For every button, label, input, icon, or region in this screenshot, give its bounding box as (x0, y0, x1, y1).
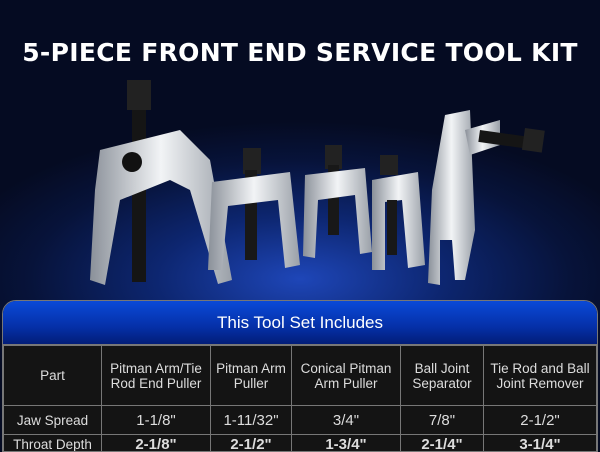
ball-joint-separator (372, 155, 425, 270)
table-row: Throat Depth 2-1/8" 2-1/2" 1-3/4" 2-1/4"… (4, 435, 597, 452)
column-header: Tie Rod and Ball Joint Remover (484, 346, 597, 406)
product-title: 5-PIECE FRONT END SERVICE TOOL KIT (0, 38, 600, 67)
table-cell: 2-1/2" (484, 406, 597, 435)
table-cell: 1-3/4" (292, 435, 401, 452)
tool-kit-image (0, 70, 600, 300)
header-part: Part (4, 346, 102, 406)
table-cell: 3/4" (292, 406, 401, 435)
table-cell: 1-1/8" (102, 406, 211, 435)
table-heading: This Tool Set Includes (3, 301, 597, 345)
table-cell: 2-1/4" (401, 435, 484, 452)
table-cell: 1-11/32" (211, 406, 292, 435)
row-label: Jaw Spread (4, 406, 102, 435)
table-header-row: Part Pitman Arm/Tie Rod End Puller Pitma… (4, 346, 597, 406)
column-header: Pitman Arm/Tie Rod End Puller (102, 346, 211, 406)
column-header: Conical Pitman Arm Puller (292, 346, 401, 406)
table-cell: 3-1/4" (484, 435, 597, 452)
table-cell: 2-1/8" (102, 435, 211, 452)
column-header: Pitman Arm Puller (211, 346, 292, 406)
table-cell: 7/8" (401, 406, 484, 435)
row-label: Throat Depth (4, 435, 102, 452)
pitman-arm-puller (208, 148, 300, 270)
spec-table: This Tool Set Includes Part Pitman Arm/T… (2, 300, 598, 452)
conical-pitman-arm-puller (303, 145, 372, 258)
table-row: Jaw Spread 1-1/8" 1-11/32" 3/4" 7/8" 2-1… (4, 406, 597, 435)
column-header: Ball Joint Separator (401, 346, 484, 406)
table-cell: 2-1/2" (211, 435, 292, 452)
tie-rod-ball-joint-remover (428, 110, 545, 285)
